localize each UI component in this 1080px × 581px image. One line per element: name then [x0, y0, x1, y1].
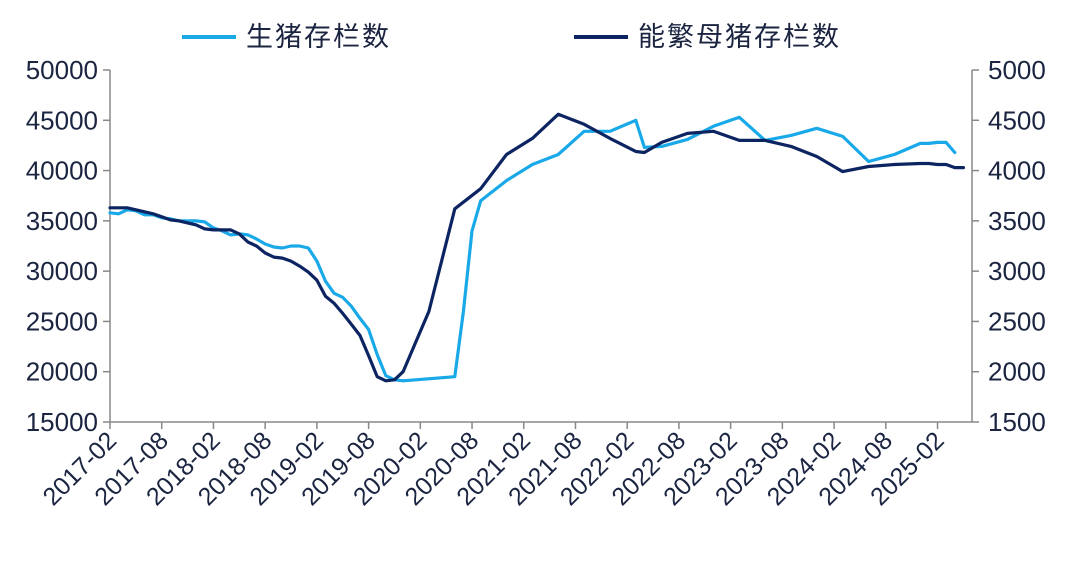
left-tick-label: 25000: [26, 306, 98, 336]
left-tick-label: 20000: [26, 357, 98, 387]
left-y-ticks: 15000 20000 25000 30000 35000 40000 45000 50000: [26, 55, 110, 437]
x-ticks: 2017-022017-082018-022018-082019-022019-…: [38, 422, 950, 511]
left-tick-label: 40000: [26, 156, 98, 186]
left-tick-label: 50000: [26, 55, 98, 85]
left-tick-label: 15000: [26, 407, 98, 437]
right-tick-label: 2000: [988, 357, 1046, 387]
left-tick-label: 30000: [26, 256, 98, 286]
left-tick-label: 45000: [26, 105, 98, 135]
right-tick-label: 4500: [988, 105, 1046, 135]
right-tick-label: 4000: [988, 156, 1046, 186]
right-tick-label: 1500: [988, 407, 1046, 437]
right-tick-label: 3500: [988, 206, 1046, 236]
right-tick-label: 5000: [988, 55, 1046, 85]
right-tick-label: 3000: [988, 256, 1046, 286]
legend-label-sow-stock: 能繁母猪存栏数: [638, 22, 841, 53]
axes: [109, 70, 973, 423]
right-tick-label: 2500: [988, 306, 1046, 336]
legend-label-pig-stock: 生猪存栏数: [246, 22, 391, 53]
series-line-sow-stock: [108, 112, 966, 383]
right-y-ticks: 1500 2000 2500 3000 3500 4000 4500 5000: [972, 55, 1046, 437]
series-line-pig-stock: [108, 115, 957, 383]
legend: 生猪存栏数 能繁母猪存栏数: [182, 22, 841, 53]
left-tick-label: 35000: [26, 206, 98, 236]
series-lines: [108, 112, 966, 383]
